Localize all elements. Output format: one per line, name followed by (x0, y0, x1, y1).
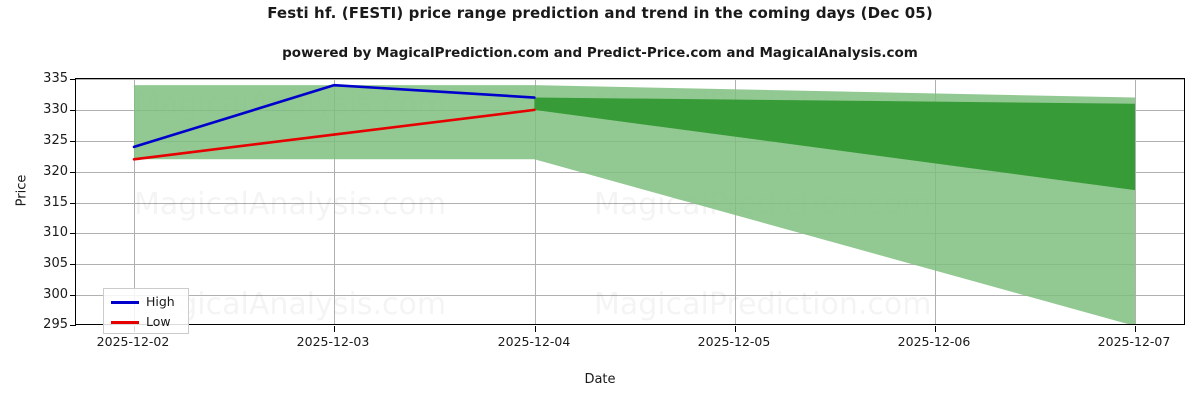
xtick-label-2025-12-04: 2025-12-04 (497, 334, 571, 349)
ytickmark-315 (70, 203, 76, 205)
xtickmark-2025-12-05 (735, 326, 737, 332)
ytick-label-300: 300 (43, 287, 68, 302)
vgridline-2025-12-03 (334, 79, 335, 324)
vgridline-2025-12-07 (1135, 79, 1136, 324)
gridline-305 (76, 264, 1184, 265)
vgridline-2025-12-04 (535, 79, 536, 324)
xtick-label-2025-12-06: 2025-12-06 (897, 334, 971, 349)
series-line-low (132, 108, 536, 161)
xtickmark-2025-12-03 (334, 326, 336, 332)
ytick-label-335: 335 (43, 71, 68, 86)
ytickmark-305 (70, 264, 76, 266)
legend-item-high[interactable]: High (104, 293, 188, 311)
ytickmark-295 (70, 325, 76, 327)
xtick-label-2025-12-03: 2025-12-03 (296, 334, 370, 349)
chart-svg (132, 83, 1135, 324)
gridline-315 (76, 203, 1184, 204)
legend-label-high: High (146, 294, 175, 309)
legend-label-low: Low (146, 314, 171, 329)
ytickmark-325 (70, 141, 76, 143)
xtickmark-2025-12-04 (535, 326, 537, 332)
xtick-label-2025-12-05: 2025-12-05 (697, 334, 771, 349)
legend-swatch-high (111, 301, 139, 304)
ytick-label-320: 320 (43, 164, 68, 179)
series-line-high (132, 83, 536, 149)
ytickmark-330 (70, 110, 76, 112)
band-inner-range (534, 97, 1135, 191)
xtick-label-2025-12-07: 2025-12-07 (1097, 334, 1171, 349)
legend-swatch-low (111, 321, 139, 324)
ytick-label-315: 315 (43, 195, 68, 210)
ytick-label-310: 310 (43, 225, 68, 240)
xtick-label-2025-12-02: 2025-12-02 (96, 334, 170, 349)
plot-inner: MagicalAnalysis.com MagicalPrediction.co… (76, 79, 1184, 324)
ytickmark-310 (70, 233, 76, 235)
legend: High Low (103, 288, 189, 334)
vgridline-2025-12-02 (134, 79, 135, 324)
gridline-300 (76, 295, 1184, 296)
ytickmark-300 (70, 295, 76, 297)
gridline-335 (76, 79, 1184, 80)
ytickmark-320 (70, 172, 76, 174)
ytickmark-335 (70, 79, 76, 81)
gridline-310 (76, 233, 1184, 234)
page-title: Festi hf. (FESTI) price range prediction… (267, 4, 933, 22)
ytick-label-305: 305 (43, 256, 68, 271)
legend-item-low[interactable]: Low (104, 313, 188, 331)
ytick-label-330: 330 (43, 102, 68, 117)
plot-area: MagicalAnalysis.com MagicalPrediction.co… (70, 78, 1185, 332)
y-axis-label: Price (14, 174, 30, 207)
xtickmark-2025-12-06 (935, 326, 937, 332)
xtickmark-2025-12-07 (1135, 326, 1137, 332)
page-subtitle: powered by MagicalPrediction.com and Pre… (282, 45, 918, 61)
ytick-label-295: 295 (43, 317, 68, 332)
x-axis-label: Date (584, 372, 616, 387)
ytick-label-325: 325 (43, 133, 68, 148)
